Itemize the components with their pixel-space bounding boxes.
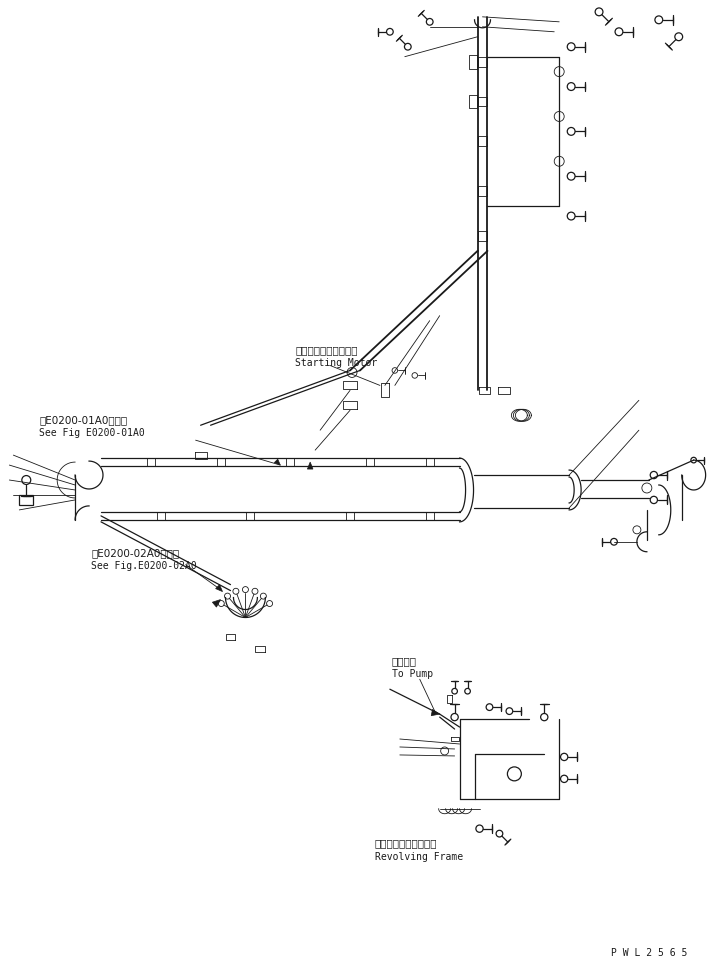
Text: 第E0200-01A0図参照: 第E0200-01A0図参照 [39,416,127,425]
Bar [366,458,374,466]
Bar [478,136,488,147]
Bar [19,495,33,505]
Text: レボルビングフレーム: レボルビングフレーム [375,839,437,849]
Polygon shape [308,462,313,469]
Bar [246,512,254,519]
Bar [157,512,164,519]
Text: Revolving Frame: Revolving Frame [375,852,463,861]
Text: Starting Motor: Starting Motor [295,358,377,369]
Bar [286,458,294,466]
Text: P W L 2 5 6 5: P W L 2 5 6 5 [611,949,687,958]
Bar [478,186,488,196]
Bar [478,231,488,241]
Polygon shape [431,710,440,716]
Polygon shape [216,585,223,591]
Bar [426,458,434,466]
Bar [346,512,354,519]
Text: 第E0200-02A0図参照: 第E0200-02A0図参照 [91,548,179,557]
Text: See Fig E0200-01A0: See Fig E0200-01A0 [39,428,145,438]
Bar [478,96,488,107]
Bar [147,458,155,466]
Text: To Pump: To Pump [392,669,433,680]
Text: スターティングモータ: スターティングモータ [295,346,357,355]
Bar [426,512,434,519]
Bar [478,56,488,67]
Bar [216,458,224,466]
Polygon shape [274,459,281,465]
Text: See Fig.E0200-02A0: See Fig.E0200-02A0 [91,560,197,571]
Polygon shape [212,599,221,607]
Text: ポンプへ: ポンプへ [392,656,417,666]
